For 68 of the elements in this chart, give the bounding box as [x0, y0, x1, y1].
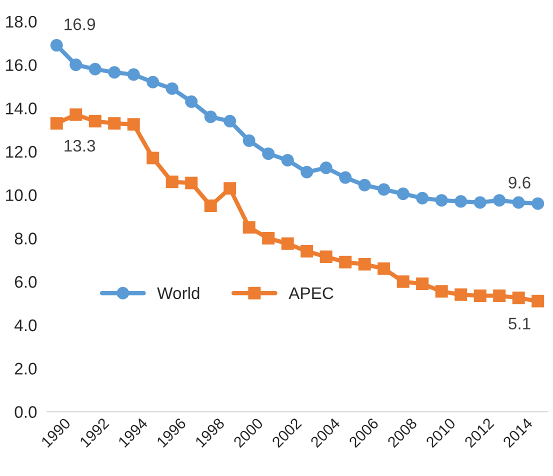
point: [493, 289, 506, 302]
y-tick-label: 12.0: [6, 146, 37, 158]
point: [127, 118, 140, 131]
point: [50, 39, 63, 52]
legend-label: APEC: [288, 287, 334, 300]
point: [378, 262, 390, 275]
point: [281, 237, 294, 250]
point: [88, 114, 102, 128]
point: [320, 250, 332, 263]
point: [127, 68, 140, 81]
y-tick-label: 10.0: [6, 189, 37, 202]
point: [50, 117, 63, 130]
point: [166, 82, 178, 95]
y-tick-label: 16.0: [6, 59, 37, 71]
point: [358, 258, 371, 271]
point: [224, 114, 236, 128]
point: [70, 108, 82, 121]
point: [435, 194, 448, 207]
annotation: 5.1: [508, 318, 530, 330]
point: [242, 221, 256, 234]
point: [416, 278, 429, 290]
point: [320, 162, 332, 174]
point: [204, 199, 217, 212]
y-tick-label: 4.0: [14, 319, 37, 332]
point: [454, 195, 468, 208]
y-tick-label: 6.0: [14, 276, 37, 288]
point: [108, 117, 121, 130]
annotation: 9.6: [508, 176, 530, 189]
point: [435, 285, 448, 298]
annotation: 13.3: [64, 140, 96, 152]
point: [88, 62, 102, 76]
point: [454, 288, 468, 301]
point: [224, 182, 236, 195]
point: [146, 152, 160, 164]
annotation: 16.9: [64, 18, 96, 30]
point: [262, 147, 275, 160]
y-tick-label: 14.0: [6, 102, 37, 114]
point: [532, 294, 544, 308]
point: [242, 134, 256, 147]
point: [339, 256, 352, 268]
point: [300, 166, 314, 178]
point: [378, 183, 390, 196]
point: [396, 275, 410, 288]
point: [204, 110, 217, 124]
point: [396, 188, 410, 200]
y-tick-label: 18.0: [6, 16, 37, 28]
point: [262, 232, 275, 245]
point: [185, 176, 198, 190]
y-tick-label: 2.0: [14, 362, 37, 375]
point: [166, 176, 178, 188]
point: [339, 171, 352, 184]
point: [108, 66, 121, 79]
point: [416, 192, 429, 204]
legend-label: World: [157, 286, 200, 300]
point: [358, 178, 371, 192]
point: [493, 194, 506, 207]
point: [300, 245, 314, 258]
point: [532, 197, 544, 210]
point: [474, 196, 486, 209]
point: [512, 292, 525, 304]
y-tick-label: 8.0: [14, 232, 37, 244]
point: [185, 95, 198, 108]
point: [281, 154, 294, 166]
point: [146, 76, 160, 88]
point: [474, 289, 486, 302]
point: [70, 58, 82, 72]
y-tick-label: 0.0: [14, 406, 37, 418]
point: [512, 196, 525, 209]
